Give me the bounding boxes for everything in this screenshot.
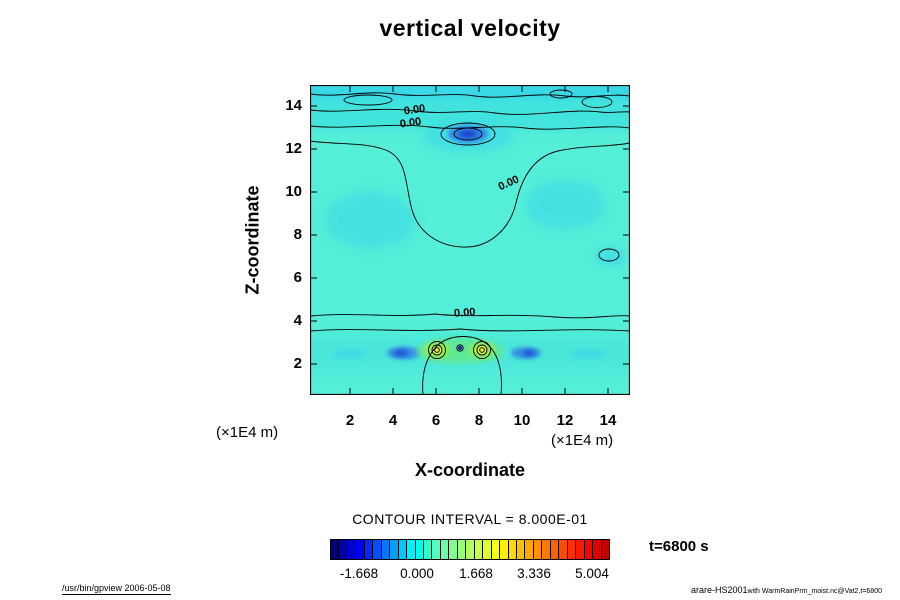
time-annotation: t=6800 s — [649, 538, 709, 555]
colorbar-segment — [542, 540, 551, 559]
contour-label-zero: 0.00 — [399, 116, 422, 131]
colorbar-tick-label: -1.668 — [339, 566, 379, 581]
axis-ticks — [310, 85, 630, 395]
y-axis-title: Z-coordinate — [242, 185, 263, 295]
field-patch — [594, 247, 626, 267]
colorbar-segment — [584, 540, 594, 559]
downdraft-core — [394, 350, 408, 356]
field-patch — [310, 85, 630, 99]
downdraft-core — [523, 350, 535, 356]
colorbar-segment — [474, 540, 484, 559]
colorbar-segment — [550, 540, 560, 559]
colorbar-segment — [432, 540, 441, 559]
colorbar-segment — [483, 540, 492, 559]
colorbar-segment — [381, 540, 391, 559]
footer-dataset-sub: with WarmRainPrm_moist.nc@Vat2,t=6800 — [747, 588, 882, 595]
y-tick-label: 2 — [293, 355, 302, 372]
x-tick-label: 10 — [513, 412, 531, 429]
colorbar-tick-label: 1.668 — [459, 566, 493, 581]
colorbar-tick-label: 3.336 — [517, 566, 551, 581]
colorbar-segment — [440, 540, 450, 559]
colorbar-segment — [390, 540, 399, 559]
y-tick-label: 6 — [293, 269, 302, 286]
colorbar-segment — [331, 540, 340, 559]
x-axis-title: X-coordinate — [414, 460, 525, 480]
contour-lines — [310, 89, 630, 395]
axis-unit-left: (×1E4 m) — [216, 424, 279, 441]
contour-label-zero: 0.00 — [454, 306, 476, 319]
dark-speck — [457, 345, 463, 351]
updraft-core — [476, 346, 488, 354]
axis-unit-right: (×1E4 m) — [551, 432, 614, 449]
y-tick-label: 10 — [285, 183, 302, 200]
footer-command-text: /usr/bin/gpview 2006-05-08 — [62, 583, 171, 595]
colorbar-segment — [567, 540, 577, 559]
field-patch — [332, 349, 368, 359]
contour-interval-text: CONTOUR INTERVAL = 8.000E-01 — [352, 511, 588, 527]
colorbar-segment — [508, 540, 517, 559]
x-tick-label: 12 — [556, 412, 574, 429]
footer-dataset-main: arare-HS2001 — [690, 585, 748, 595]
colorbar-segment — [339, 540, 348, 559]
colorbar-segment — [449, 540, 458, 559]
colorbar-segment — [373, 540, 382, 559]
x-tick-label: 6 — [431, 412, 441, 429]
colorbar-segment — [500, 540, 509, 559]
colorbar-segment — [491, 540, 501, 559]
colorbar-segment — [423, 540, 433, 559]
contour-plot: 0.00 0.00 0.00 0.00 — [310, 85, 630, 395]
y-tick-label: 8 — [293, 226, 302, 243]
colorbar-segment — [559, 540, 568, 559]
x-tick-label: 4 — [388, 412, 398, 429]
colorbar-segment — [525, 540, 534, 559]
contour-labels: 0.00 0.00 0.00 0.00 — [399, 103, 521, 320]
field-patch — [325, 192, 415, 248]
colorbar-segment — [457, 540, 467, 559]
colorbar-segment — [516, 540, 526, 559]
colorbar-segment — [356, 540, 365, 559]
downdraft-core — [459, 130, 477, 138]
colorbar-segment — [601, 540, 609, 559]
colorbar-segment — [415, 540, 424, 559]
field-shading — [310, 85, 630, 395]
y-tick-label: 4 — [293, 312, 302, 329]
colorbar-segment — [407, 540, 416, 559]
y-tick-label: 14 — [285, 97, 302, 114]
colorbar — [330, 539, 610, 560]
plot-frame — [310, 85, 630, 395]
field-patch — [570, 349, 606, 359]
updraft-core — [431, 346, 443, 354]
colorbar-segment — [533, 540, 543, 559]
page-title: vertical velocity — [379, 15, 561, 41]
contour-label-zero: 0.00 — [403, 103, 426, 118]
footer-dataset-text: arare-HS2001with WarmRainPrm_moist.nc@Va… — [691, 585, 882, 595]
colorbar-tick-label: 5.004 — [575, 566, 609, 581]
field-patch — [525, 180, 605, 230]
colorbar-segment — [398, 540, 408, 559]
colorbar-segment — [364, 540, 374, 559]
colorbar-segment — [466, 540, 475, 559]
x-tick-label: 14 — [599, 412, 617, 429]
colorbar-tick-label: 0.000 — [400, 566, 434, 581]
colorbar-segment — [576, 540, 585, 559]
colorbar-segment — [347, 540, 357, 559]
x-tick-label: 8 — [474, 412, 484, 429]
y-tick-label: 12 — [285, 140, 302, 157]
x-tick-label: 2 — [345, 412, 355, 429]
colorbar-segment — [593, 540, 602, 559]
